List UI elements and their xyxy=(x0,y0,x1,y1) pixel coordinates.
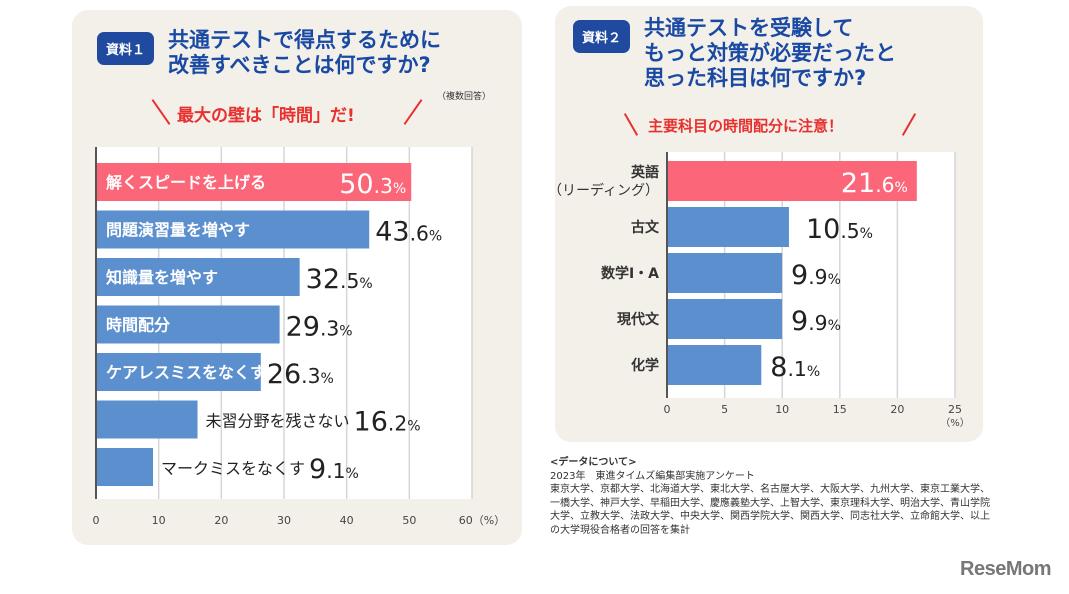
bar xyxy=(668,207,789,247)
bar xyxy=(668,253,783,293)
badge-2: 資料２ xyxy=(573,20,631,53)
bar-value-label: 9.9% xyxy=(791,306,841,337)
bar-value-label: 29.3% xyxy=(286,312,353,343)
x-tick-label: 20 xyxy=(890,403,904,416)
chart-2-title: 共通テストを受験して もっと対策が必要だったと 思った科目は何ですか? xyxy=(644,16,896,90)
bar-value-label: 8.1% xyxy=(770,352,820,383)
bar xyxy=(96,353,261,391)
x-tick-label: 10 xyxy=(775,403,789,416)
x-tick-label: 0 xyxy=(664,403,671,416)
bar-category-label: 未習分野を残さない xyxy=(206,412,350,431)
bar-value-label: 10.5% xyxy=(806,214,873,245)
resemom-logo: ReseMom xyxy=(960,558,1051,580)
bar-value-label: 32.5% xyxy=(306,264,373,295)
bar-category-label: 解くスピードを上げる xyxy=(106,173,266,192)
bar-category-label: 知識量を増やす xyxy=(106,268,218,287)
bar-value-label: 16.2% xyxy=(354,407,421,438)
bar xyxy=(668,161,917,201)
x-tick-label: 40 xyxy=(340,514,354,527)
bar-category-label: 現代文 xyxy=(617,311,660,328)
badge-1: 資料１ xyxy=(97,32,155,65)
bar xyxy=(668,299,783,339)
bar-category-label: 化学 xyxy=(631,357,659,374)
bar xyxy=(96,400,198,439)
x-tick-label: 30 xyxy=(277,514,291,527)
bar-value-label: 50.3% xyxy=(339,169,406,200)
bar-value-label: 21.6% xyxy=(841,168,908,199)
bar xyxy=(96,210,370,249)
x-tick-label: 0 xyxy=(93,514,100,527)
bar-value-label: 9.9% xyxy=(791,260,841,291)
x-tick-label: 5 xyxy=(721,403,728,416)
x-tick-label: 20 xyxy=(214,514,228,527)
bar-category-label: 古文 xyxy=(631,219,660,236)
bar-value-label: 9.1% xyxy=(309,454,359,485)
bar-category-label: 時間配分 xyxy=(106,316,170,335)
footnote-heading: <データについて> xyxy=(550,457,637,468)
bar xyxy=(96,258,300,296)
x-tick-label: 15 xyxy=(833,403,847,416)
footnote-line1: 2023年 東進タイムズ編集部実施アンケート xyxy=(550,470,755,482)
x-tick-label: 50 xyxy=(402,514,416,527)
bar-category-label: マークミスをなくす xyxy=(161,459,305,478)
x-tick-label: 60（%） xyxy=(459,514,505,527)
footnote-body: 東京大学、京都大学、北海道大学、東北大学、名古屋大学、大阪大学、九州大学、東京工… xyxy=(550,484,990,536)
bar xyxy=(96,163,412,201)
bar xyxy=(668,345,762,385)
bar-category-label: 問題演習量を増やす xyxy=(106,221,250,240)
bar-value-label: 26.3% xyxy=(267,359,334,390)
x-tick-label: 25 xyxy=(948,403,962,416)
bar xyxy=(96,305,280,344)
bar-category-label: ケアレスミスをなくす xyxy=(106,363,266,382)
bar-value-label: 43.6% xyxy=(375,217,442,248)
chart-1-note: （複数回答） xyxy=(437,92,492,102)
bar-category-label: 数学I・A xyxy=(601,265,659,282)
chart-1-subtitle: 最大の壁は「時間」だ! xyxy=(177,106,355,126)
bar-category-label: 英語（リーディング） xyxy=(548,164,659,199)
chart-2-subtitle: 主要科目の時間配分に注意！ xyxy=(648,117,844,135)
chart-1-title: 共通テストで得点するために 改善すべきことは何ですか? xyxy=(168,28,441,77)
x-tick-label: 10 xyxy=(152,514,166,527)
data-footnote: <データについて> 2023年 東進タイムズ編集部実施アンケート 東京大学、京都… xyxy=(550,456,995,537)
x-unit-label: （%） xyxy=(940,417,970,429)
bar xyxy=(96,448,154,486)
